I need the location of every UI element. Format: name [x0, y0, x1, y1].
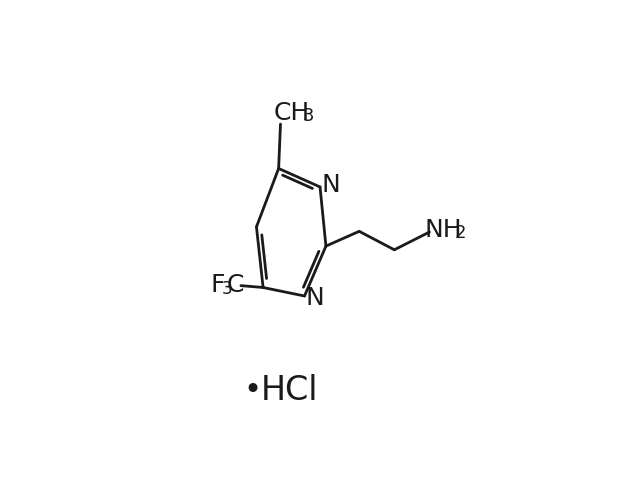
- Text: CH: CH: [273, 101, 310, 125]
- Text: 2: 2: [455, 224, 467, 242]
- Text: F: F: [211, 273, 225, 297]
- Text: 3: 3: [302, 107, 314, 125]
- Text: •: •: [244, 376, 262, 405]
- Text: HCl: HCl: [261, 374, 318, 407]
- Text: 3: 3: [222, 280, 232, 299]
- Text: N: N: [321, 173, 340, 197]
- Text: N: N: [305, 286, 324, 310]
- Text: NH: NH: [424, 218, 462, 242]
- Text: C: C: [227, 273, 244, 297]
